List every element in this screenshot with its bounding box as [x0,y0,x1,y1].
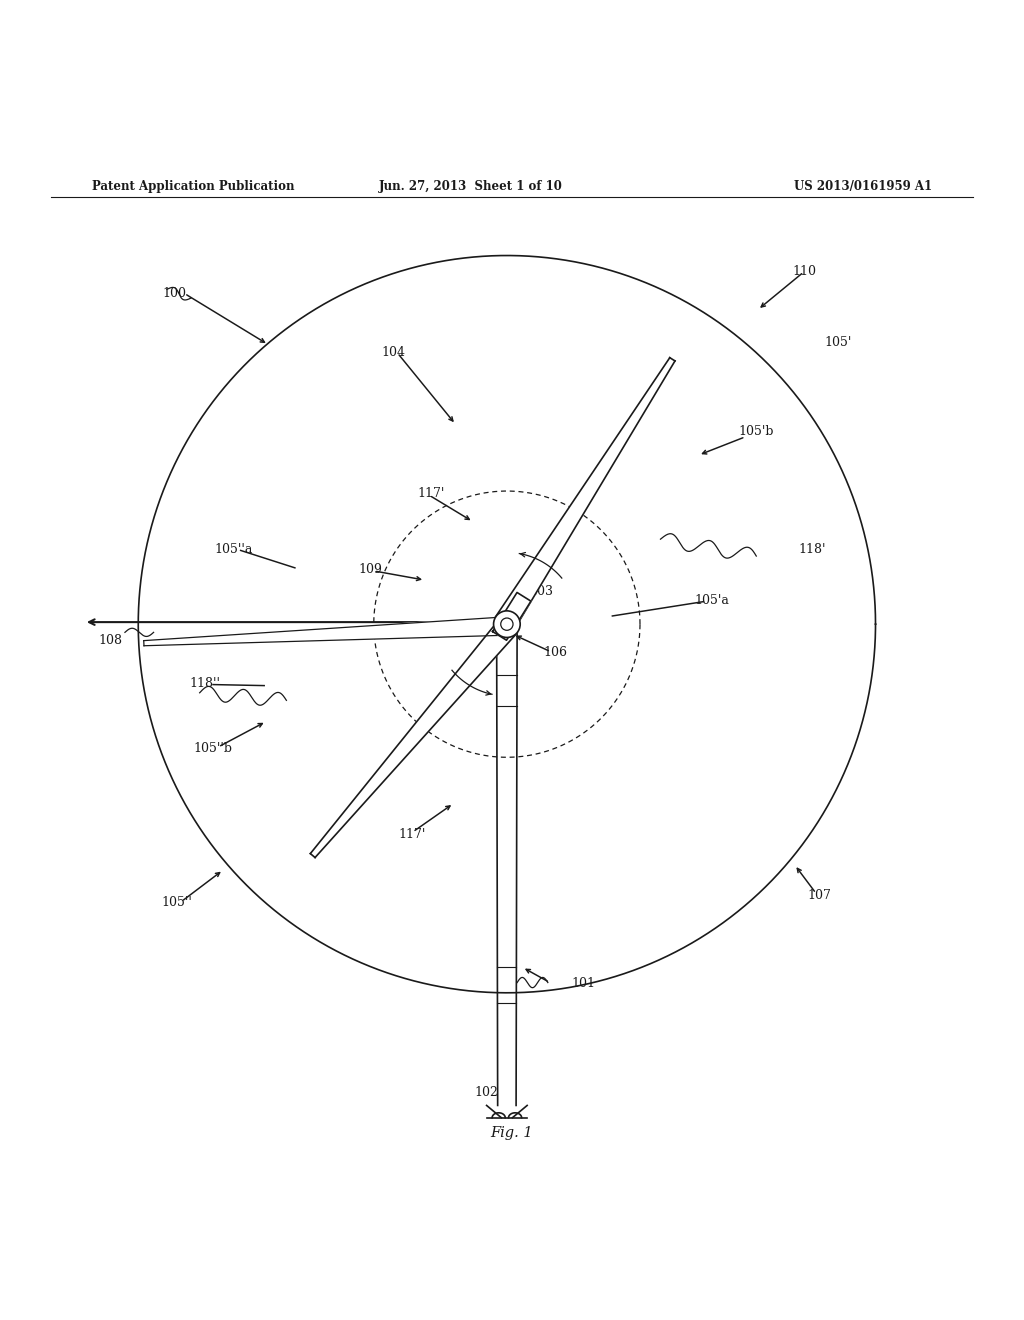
Text: 105'': 105'' [162,896,193,909]
Text: 106: 106 [543,647,567,659]
Polygon shape [310,618,517,858]
Text: Jun. 27, 2013  Sheet 1 of 10: Jun. 27, 2013 Sheet 1 of 10 [379,181,563,194]
Polygon shape [496,358,675,628]
Text: 103: 103 [529,585,554,598]
Text: 100: 100 [162,286,186,300]
Text: 117': 117' [398,828,425,841]
Text: 101: 101 [571,977,596,990]
Text: 118'': 118'' [189,677,220,690]
Polygon shape [143,616,508,645]
Text: 105': 105' [824,337,851,348]
Text: Patent Application Publication: Patent Application Publication [92,181,295,194]
Text: US 2013/0161959 A1: US 2013/0161959 A1 [794,181,932,194]
Text: 107: 107 [807,890,831,902]
Text: 105'a: 105'a [694,594,729,607]
Text: 105''a: 105''a [214,543,253,556]
Circle shape [494,611,520,638]
Text: 105'b: 105'b [738,425,773,438]
Text: 102: 102 [474,1085,499,1098]
Text: 104: 104 [381,346,406,359]
Text: 108: 108 [98,634,123,647]
Text: Fig. 1: Fig. 1 [490,1126,534,1140]
Text: 105''b: 105''b [194,742,232,755]
Text: 110: 110 [793,265,817,279]
Text: 109: 109 [358,564,383,577]
Polygon shape [493,593,530,640]
Text: 118': 118' [799,543,825,556]
Text: 117': 117' [418,487,444,499]
